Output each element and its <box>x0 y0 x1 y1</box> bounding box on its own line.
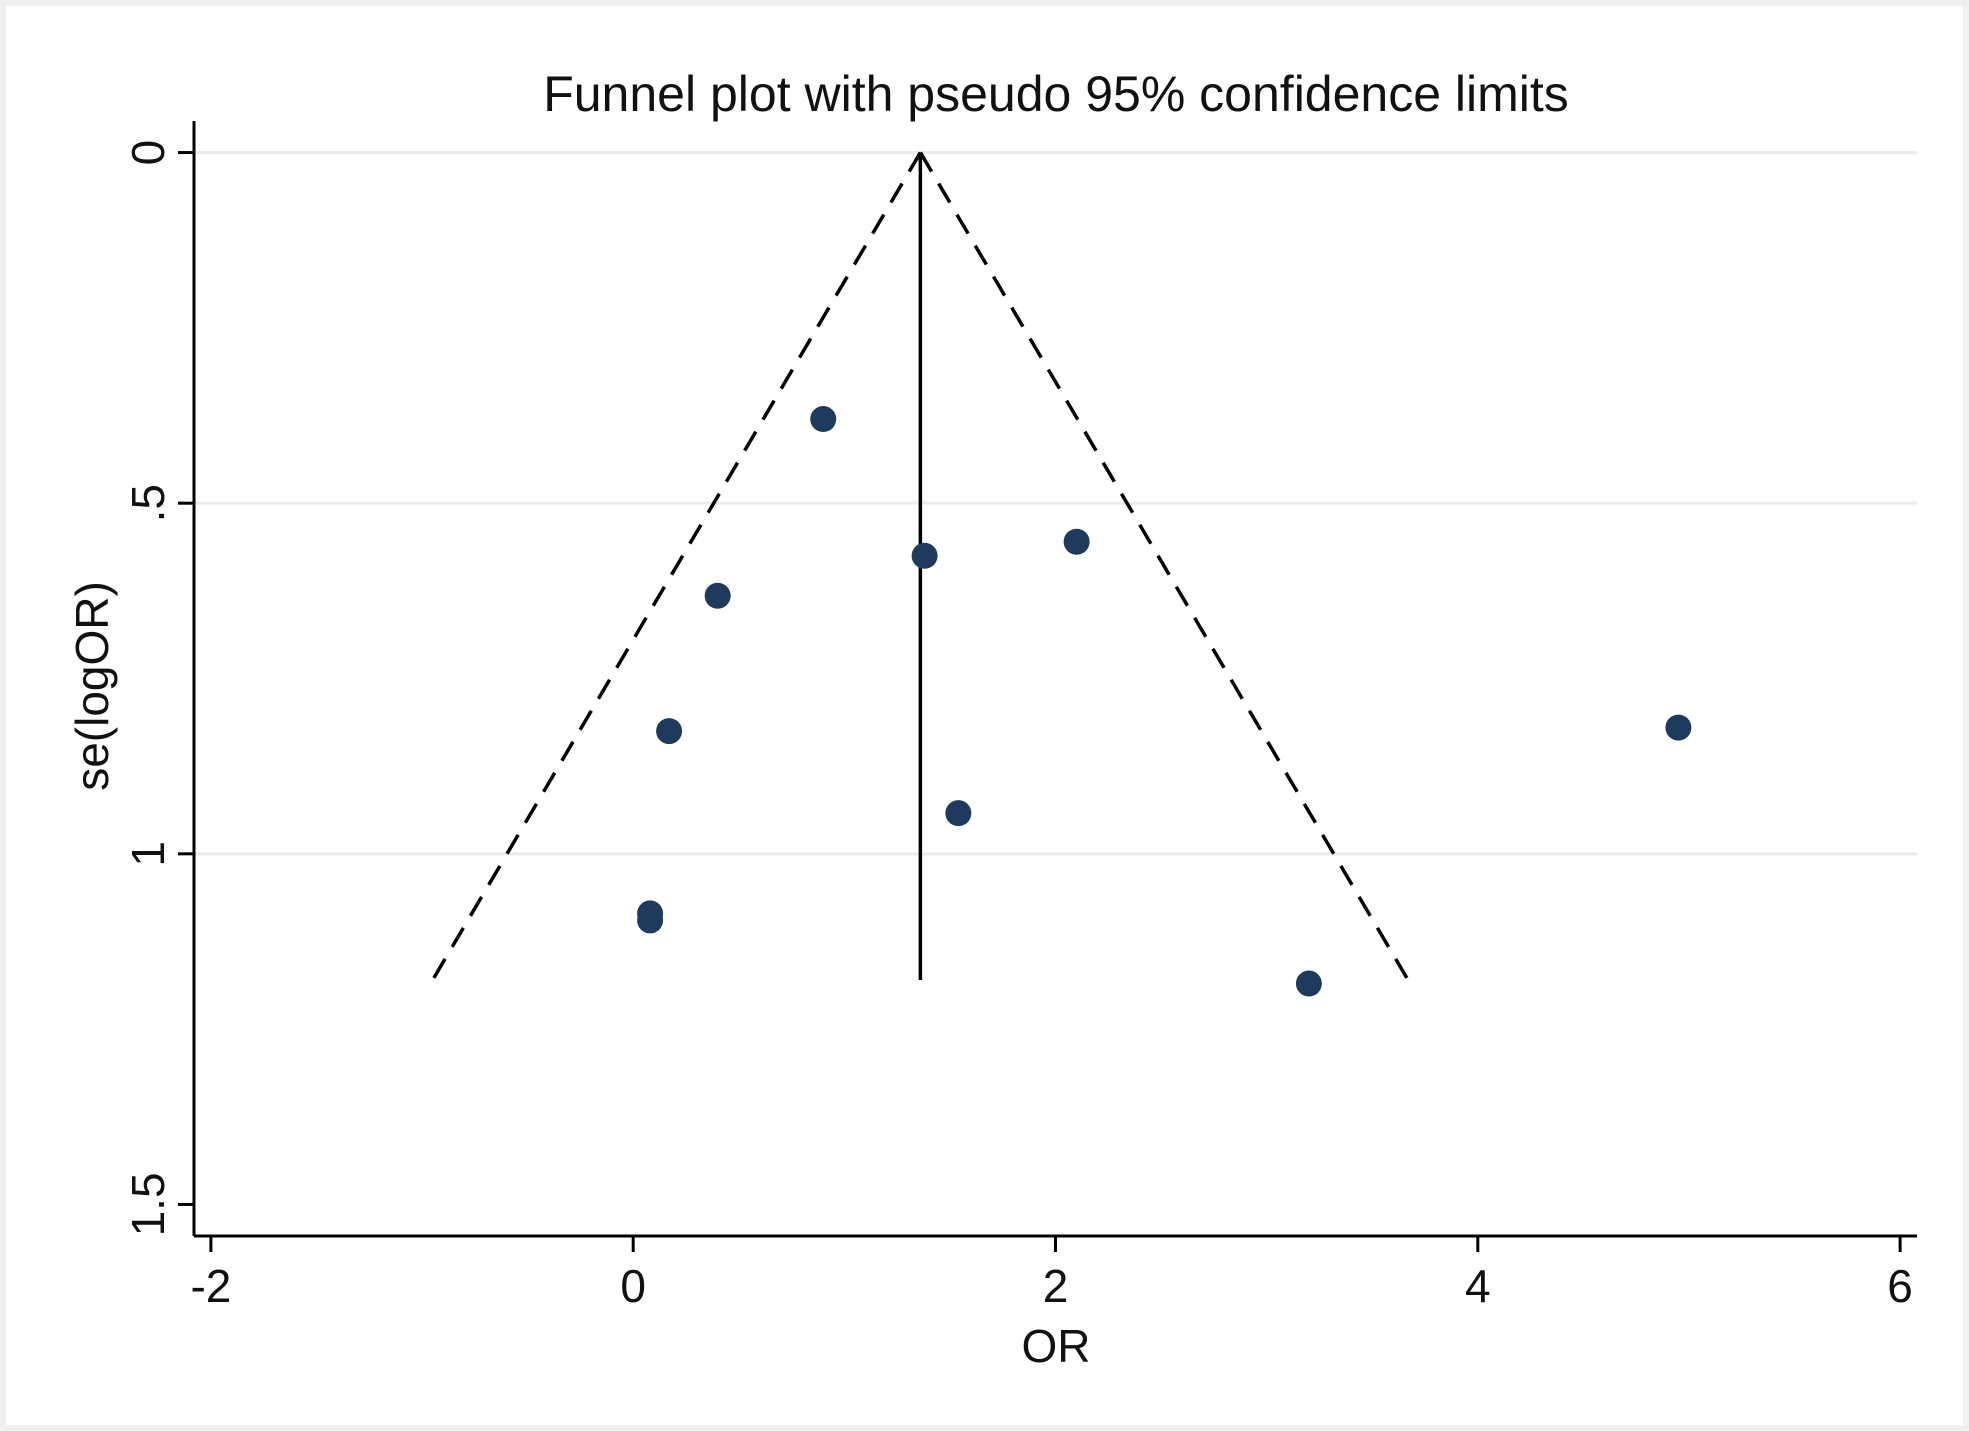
data-point <box>656 718 683 745</box>
x-tick-label: -2 <box>190 1260 231 1312</box>
data-point <box>704 582 731 609</box>
axes: -2 0 2 4 6 0 .5 1 1.5 <box>122 121 1917 1312</box>
y-tick-label: 1 <box>122 841 174 867</box>
data-point <box>637 907 664 934</box>
x-tick-label: 0 <box>620 1260 646 1312</box>
data-points <box>637 406 1692 997</box>
x-tick-label: 6 <box>1887 1260 1913 1312</box>
y-tick-label: .5 <box>122 484 174 522</box>
ci-limit-right <box>918 151 1410 981</box>
data-point <box>1665 714 1692 741</box>
data-point <box>945 800 972 827</box>
ci-limit-left <box>431 151 922 981</box>
x-axis-title: OR <box>1022 1320 1091 1372</box>
funnel-plot-chart: -2 0 2 4 6 0 .5 1 1.5 Funnel plot with pseudo 95… <box>66 66 1917 1372</box>
y-tick-label: 1.5 <box>122 1172 174 1236</box>
chart-title: Funnel plot with pseudo 95% confidence l… <box>543 66 1569 122</box>
x-tick-label: 4 <box>1465 1260 1491 1312</box>
grid-lines <box>194 151 1917 856</box>
y-axis-title: se(logOR) <box>66 581 118 791</box>
y-tick-label: 0 <box>122 140 174 166</box>
data-point <box>911 542 938 569</box>
data-point <box>1063 528 1090 555</box>
data-point <box>810 406 837 433</box>
data-point <box>1295 970 1322 997</box>
chart-frame: -2 0 2 4 6 0 .5 1 1.5 Funnel plot with pseudo 95… <box>6 6 1963 1425</box>
x-tick-label: 2 <box>1043 1260 1069 1312</box>
